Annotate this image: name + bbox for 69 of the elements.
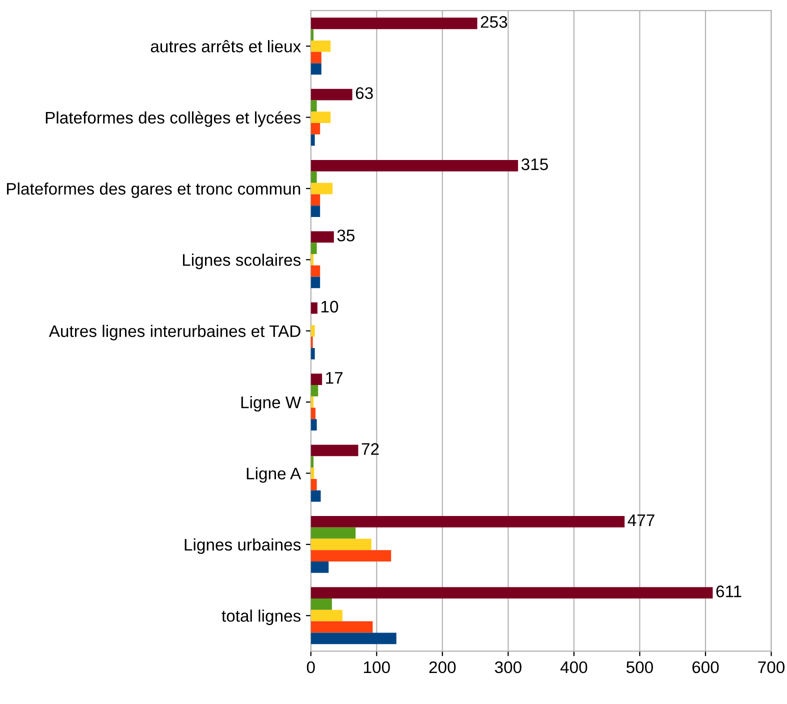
bar: [310, 468, 314, 479]
y-tick-label: Lignes urbaines: [184, 538, 301, 554]
bar: [310, 384, 318, 396]
bar: [310, 182, 333, 194]
bar: [310, 550, 392, 562]
bar: [310, 587, 713, 599]
x-tick-label: 500: [626, 661, 653, 674]
bar: [310, 348, 315, 360]
data-label: 17: [326, 372, 343, 384]
bar: [310, 276, 320, 288]
bar: [310, 206, 320, 217]
data-label: 253: [480, 16, 508, 28]
y-tick-label: Plateformes des gares et tronc commun: [7, 182, 300, 198]
y-tick-label: total lignes: [222, 610, 301, 626]
x-tick-label: 300: [494, 661, 522, 674]
bar: [310, 325, 315, 337]
bar: [310, 478, 317, 490]
y-tick-label: autres arrêts et lieux: [150, 40, 301, 52]
bar: [310, 160, 518, 172]
bar: [310, 456, 314, 468]
x-tick-label: 400: [560, 661, 588, 674]
data-label: 72: [362, 443, 379, 455]
bar: [310, 123, 320, 134]
bar: [310, 171, 317, 183]
bar: [310, 29, 314, 40]
data-label: 35: [337, 230, 354, 242]
bar: [310, 621, 373, 633]
y-tick-label: Plateformes des collèges et lycées: [46, 111, 301, 127]
bar: [310, 516, 625, 528]
y-tick-label: Lignes scolaires: [183, 254, 301, 270]
bar: [310, 632, 396, 644]
bar: [310, 112, 331, 124]
data-label: 10: [321, 300, 338, 313]
data-label: 477: [628, 514, 654, 526]
x-tick-label: 0: [306, 661, 315, 674]
bar: [310, 88, 352, 100]
x-tick-label: 700: [758, 661, 785, 674]
bar: [310, 396, 314, 408]
bar: [310, 194, 320, 206]
bar: [310, 408, 316, 420]
bar: [310, 242, 317, 254]
bar: [310, 254, 314, 266]
data-label: 611: [716, 586, 742, 598]
x-tick-label: 600: [692, 661, 719, 674]
y-tick-label: Autres lignes interurbaines et TAD: [48, 324, 300, 340]
bar: [310, 265, 320, 277]
bar: [310, 490, 321, 502]
bar: [310, 538, 372, 550]
bar: [310, 52, 322, 64]
data-label: 63: [356, 87, 373, 100]
x-tick-label: 100: [364, 661, 390, 674]
bar: [310, 63, 322, 75]
bar: [310, 610, 342, 622]
x-tick-label: 200: [429, 661, 456, 674]
data-label: 315: [521, 158, 548, 170]
bar: [310, 18, 478, 30]
bar: [310, 419, 317, 431]
bar: [310, 444, 358, 456]
y-tick-label: Ligne W: [241, 396, 302, 412]
bar: [310, 231, 334, 243]
bar: [310, 40, 331, 52]
bar: [310, 302, 318, 314]
bar: [310, 598, 332, 610]
bar: [310, 527, 356, 539]
bar: [310, 374, 322, 385]
y-tick-label: Ligne A: [246, 467, 302, 483]
bar: [310, 562, 329, 573]
bar: [310, 100, 317, 112]
bar: [310, 134, 315, 146]
